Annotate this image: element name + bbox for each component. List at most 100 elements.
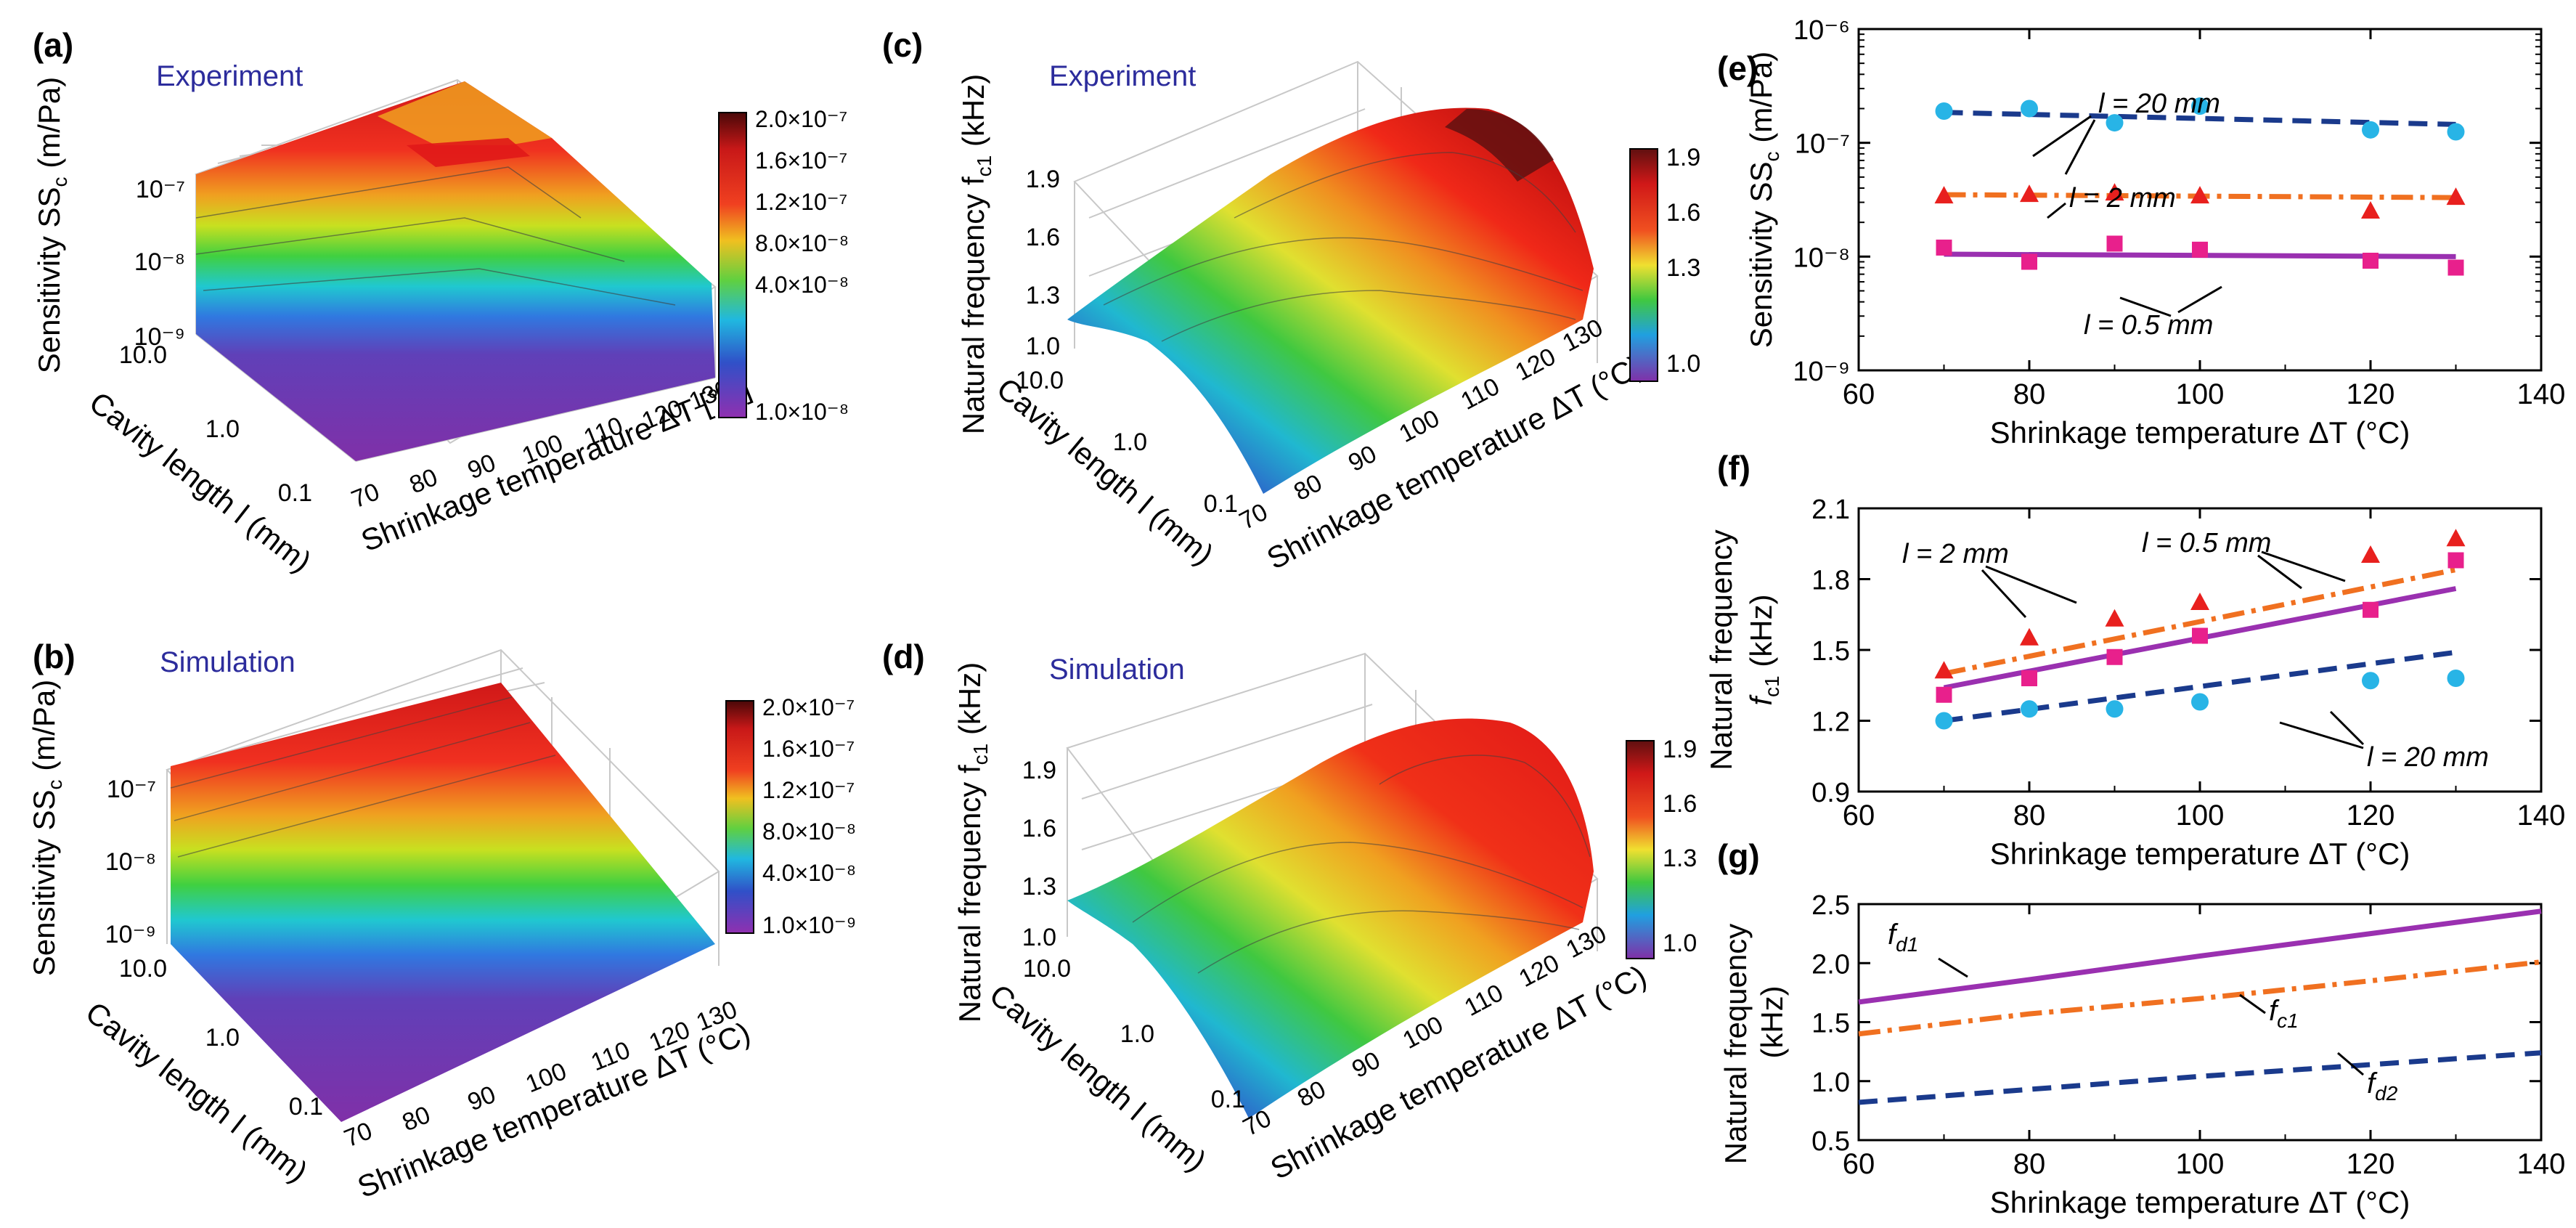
panel-a-contours xyxy=(195,166,676,306)
panel-a-surface-peak2 xyxy=(407,138,530,167)
panel-b-surface xyxy=(171,683,715,1122)
panel-a-surface xyxy=(196,81,715,461)
panel-a-zticks: 10⁻⁷ 10⁻⁸ 10⁻⁹ xyxy=(134,176,185,351)
panel-b-yticks: 10.0 1.0 0.1 xyxy=(119,955,323,1121)
panel-b-ztick: 10⁻⁹ xyxy=(105,921,156,948)
panel-d-letter: (d) xyxy=(882,638,925,675)
panel-c-ytick: 10.0 xyxy=(1016,367,1064,394)
panel-b-zlabel: Sensitivity SSc (m/Pa) xyxy=(27,680,66,976)
x-tick-label: 60 xyxy=(1843,800,1875,831)
panel-c-xtick: 80 xyxy=(1289,469,1326,506)
panel-a-cbar-label: 2.0×10⁻⁷ xyxy=(755,106,847,132)
series-label-f-d1: fd1 xyxy=(1888,919,1918,956)
panel-d-xtick: 120 xyxy=(1515,949,1564,993)
panel-b-zticks: 10⁻⁷ 10⁻⁸ 10⁻⁹ xyxy=(105,776,156,948)
panel-d-xtick: 110 xyxy=(1460,979,1508,1022)
panel-c-ylabel: Cavity length l (mm) xyxy=(990,371,1220,572)
x-tick-label: 100 xyxy=(2176,1148,2225,1180)
data-point-triangle xyxy=(2361,200,2380,219)
y-tick-label: 2.1 xyxy=(1811,495,1850,525)
panel-b-colorbar xyxy=(725,700,754,934)
panel-a-surface-peak xyxy=(378,81,552,145)
series-label-f-c1: fc1 xyxy=(2269,995,2299,1032)
x-tick-label: 100 xyxy=(2176,800,2225,831)
x-tick-label: 60 xyxy=(1843,1148,1875,1180)
annotation-label: l = 2 mm xyxy=(1902,539,2009,569)
panel-b-cbar-label: 1.2×10⁻⁷ xyxy=(762,777,855,803)
panel-a-letter: (a) xyxy=(33,26,73,64)
data-point-triangle xyxy=(2446,529,2466,547)
annotation-label: l = 20 mm xyxy=(2098,89,2220,119)
x-tick-label: 140 xyxy=(2517,1148,2566,1180)
x-tick-label: 100 xyxy=(2176,378,2225,410)
panel-a-colorbar xyxy=(718,112,747,418)
data-point-circle xyxy=(2106,700,2124,718)
data-point-triangle xyxy=(2020,627,2039,646)
annotation-leader xyxy=(1981,569,2027,619)
panel-b-cbar-label: 2.0×10⁻⁷ xyxy=(762,694,855,720)
panel-c-ztick: 1.9 xyxy=(1026,166,1060,193)
annotation-leader xyxy=(2279,721,2364,749)
panel-b-cbar-label: 4.0×10⁻⁸ xyxy=(762,860,856,886)
panel-c-xtick: 70 xyxy=(1235,498,1272,535)
y-tick-label: 0.9 xyxy=(1811,778,1850,808)
data-point-triangle xyxy=(2105,183,2124,201)
y-tick-label: 1.5 xyxy=(1811,1009,1850,1039)
x-tick-label: 120 xyxy=(2347,800,2395,831)
panel-c-ytick: 0.1 xyxy=(1204,490,1238,518)
y-tick-label: 2.5 xyxy=(1811,890,1850,921)
panel-d-ylabel: Cavity length l (mm) xyxy=(983,977,1212,1178)
data-point-square xyxy=(2192,627,2208,644)
y-tick-label: 10⁻⁹ xyxy=(1793,357,1850,387)
panel-b-ztick: 10⁻⁸ xyxy=(105,848,156,876)
panel-b-xtick: 90 xyxy=(464,1081,500,1116)
x-tick-label: 60 xyxy=(1843,378,1875,410)
series-label-sub: c1 xyxy=(2277,1009,2299,1032)
x-axis-label: Shrinkage temperature ΔT (°C) xyxy=(1990,837,2410,871)
panel-c-cbar-label: 1.3 xyxy=(1666,254,1700,282)
data-point-circle xyxy=(2191,97,2209,115)
panel-d-cbar-label: 1.6 xyxy=(1663,790,1697,818)
annotation-label: l = 0.5 mm xyxy=(2084,310,2213,341)
panel-a-cbar-label: 8.0×10⁻⁸ xyxy=(755,230,849,256)
panel-d-contours xyxy=(1132,755,1591,974)
panel-c-cbar-label: 1.9 xyxy=(1666,144,1700,171)
panel-d-ztick: 1.6 xyxy=(1022,815,1056,842)
panel-f-letter: (f) xyxy=(1717,449,1750,487)
panel-d-surface xyxy=(1067,718,1594,1118)
series-line-f-c1 xyxy=(1858,959,2542,1037)
data-point-circle xyxy=(2447,123,2465,141)
panel-c-yticks: 10.0 1.0 0.1 xyxy=(1016,367,1238,518)
panel-d-colorbar xyxy=(1626,740,1655,959)
x-tick-label: 140 xyxy=(2517,800,2566,831)
panel-a-xtick: 70 xyxy=(348,478,383,513)
panel-a-ztick: 10⁻⁷ xyxy=(136,176,185,203)
data-point-square xyxy=(2363,601,2379,618)
x-tick-label: 80 xyxy=(2013,378,2046,410)
data-point-triangle xyxy=(2446,187,2466,206)
data-point-circle xyxy=(2021,700,2038,718)
y-tick-label: 10⁻⁸ xyxy=(1793,243,1850,273)
panel-d-ztick: 1.3 xyxy=(1022,873,1056,900)
y-tick-label: 1.8 xyxy=(1811,566,1850,596)
x-tick-label: 80 xyxy=(2013,800,2046,831)
panel-c: (c) Experiment 1.9 1.6 1.3 1.0 Natural f… xyxy=(882,26,1700,576)
panel-c-ztick: 1.3 xyxy=(1026,282,1060,309)
panel-d-ytick: 1.0 xyxy=(1120,1020,1154,1048)
y-axis-label: Natural frequency xyxy=(1719,924,1753,1165)
panel-d-ytick: 10.0 xyxy=(1023,955,1071,983)
panel-b-xtick: 80 xyxy=(399,1101,434,1136)
y-axis-label-unit: (kHz) xyxy=(1755,985,1789,1058)
panel-b-cbar-labels: 2.0×10⁻⁷ 1.6×10⁻⁷ 1.2×10⁻⁷ 8.0×10⁻⁸ 4.0×… xyxy=(762,694,856,938)
panel-b-ytick: 1.0 xyxy=(205,1024,240,1052)
annotation-label: l = 0.5 mm xyxy=(2142,528,2271,558)
data-point-square xyxy=(2106,648,2123,665)
data-point-circle xyxy=(1935,712,1953,730)
annotation-label: l = 2 mm xyxy=(2069,183,2176,214)
panel-a-ztick: 10⁻⁹ xyxy=(134,323,185,351)
annotation-leader xyxy=(2261,550,2346,582)
y-axis-label-sub: c1 xyxy=(1761,675,1783,697)
panel-c-xtick: 90 xyxy=(1344,440,1381,477)
y-tick-label: 1.5 xyxy=(1811,636,1850,667)
panel-c-title: Experiment xyxy=(1049,60,1196,92)
